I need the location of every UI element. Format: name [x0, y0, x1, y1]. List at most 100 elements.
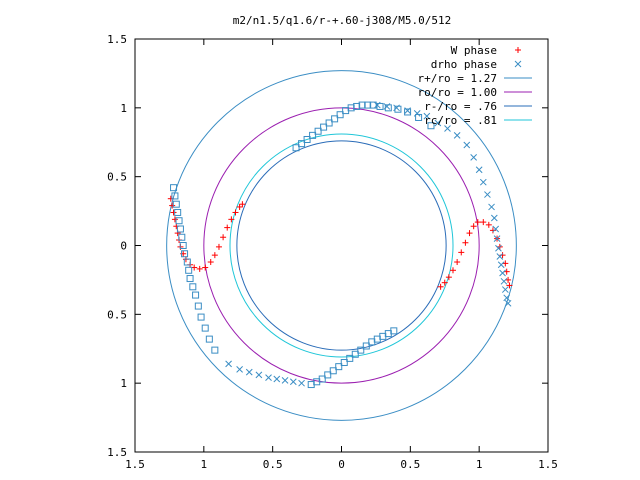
- y-tick-label: 1: [120, 102, 127, 115]
- data-point: [495, 244, 502, 252]
- data-point: [340, 359, 348, 367]
- data-point: [488, 203, 495, 211]
- data-point: [490, 214, 498, 222]
- data-point: [454, 259, 461, 266]
- data-point: [376, 102, 384, 110]
- radius-circle: [166, 70, 517, 421]
- data-point: [281, 377, 289, 384]
- data-point: [458, 249, 465, 256]
- data-point: [384, 104, 392, 112]
- radius-circles: [166, 70, 517, 421]
- data-point: [236, 366, 243, 373]
- y-tick-label: 0: [120, 240, 127, 253]
- data-point: [207, 259, 214, 266]
- data-point: [194, 302, 202, 310]
- data-point: [183, 258, 191, 266]
- data-point: [427, 122, 435, 130]
- data-point: [171, 192, 179, 200]
- data-point: [504, 299, 512, 307]
- data-point: [390, 327, 398, 335]
- data-point: [298, 379, 305, 387]
- data-point: [474, 219, 481, 226]
- data-point: [201, 324, 209, 332]
- data-point: [211, 346, 219, 354]
- y-tick-label: 1: [120, 377, 127, 390]
- data-point: [346, 354, 354, 362]
- cross-marker-b: [289, 378, 297, 386]
- data-point: [505, 276, 512, 283]
- series-plus: [167, 195, 513, 290]
- data-point: [475, 166, 483, 174]
- data-point: [324, 371, 332, 379]
- data-point: [318, 375, 326, 383]
- y-tick-label: 0.5: [107, 171, 127, 184]
- data-point: [192, 291, 200, 299]
- cross-marker-b: [453, 132, 461, 139]
- data-point: [175, 217, 183, 225]
- legend-label: r+/ro = 1.27: [418, 72, 497, 85]
- radius-circle: [203, 107, 480, 384]
- data-point: [232, 209, 239, 216]
- x-tick-label: 0: [338, 458, 345, 471]
- data-point: [185, 266, 193, 274]
- radius-circle: [229, 133, 454, 358]
- cross-marker-b: [273, 375, 281, 383]
- data-point: [496, 253, 504, 260]
- data-point: [444, 125, 451, 132]
- data-point: [441, 279, 448, 286]
- y-tick-label: 0.5: [107, 308, 127, 321]
- cross-marker-b: [488, 203, 495, 211]
- data-point: [501, 286, 509, 293]
- cross-marker-b: [499, 269, 506, 277]
- y-tick-label: 1.5: [107, 33, 127, 46]
- data-point: [499, 269, 506, 277]
- cross-marker-b: [514, 60, 522, 68]
- data-point: [480, 219, 487, 226]
- data-point: [174, 208, 182, 216]
- data-point: [500, 277, 508, 285]
- data-point: [415, 113, 423, 121]
- data-point: [404, 108, 412, 116]
- data-point: [331, 115, 339, 123]
- data-point: [492, 225, 500, 233]
- data-point: [357, 346, 365, 354]
- cross-marker-b: [495, 244, 502, 252]
- cross-marker-b: [265, 374, 272, 382]
- legend-key: [514, 60, 522, 68]
- legend-label: drho phase: [431, 58, 497, 71]
- data-point: [485, 221, 492, 228]
- x-tick-label: 0.5: [400, 458, 420, 471]
- data-point: [292, 144, 300, 152]
- chart-title: m2/n1.5/q1.6/r-+.60-j308/M5.0/512: [233, 14, 452, 27]
- data-point: [171, 216, 178, 223]
- cross-marker-b: [490, 214, 498, 222]
- data-point: [502, 260, 509, 267]
- data-point: [309, 131, 317, 139]
- data-point: [273, 375, 281, 383]
- series-square: [170, 101, 435, 389]
- cross-marker-b: [281, 377, 289, 384]
- data-point: [225, 360, 232, 368]
- data-point: [170, 184, 178, 192]
- data-point: [484, 191, 491, 198]
- cross-marker-b: [423, 112, 431, 120]
- data-point: [329, 367, 337, 375]
- data-point: [503, 294, 511, 302]
- data-point: [479, 178, 487, 186]
- cross-marker-b: [503, 294, 511, 302]
- data-point: [394, 105, 402, 113]
- y-tick-label: 1.5: [107, 446, 127, 459]
- data-point: [335, 363, 343, 371]
- data-point: [462, 239, 469, 246]
- x-tick-label: 0.5: [263, 458, 283, 471]
- data-point: [362, 342, 370, 350]
- data-point: [202, 264, 209, 271]
- x-tick-label: 1.5: [538, 458, 558, 471]
- data-point: [178, 233, 186, 241]
- legend-key: [515, 47, 521, 53]
- cross-marker-b: [493, 235, 501, 242]
- x-tick-label: 1.5: [125, 458, 145, 471]
- data-point: [176, 225, 184, 233]
